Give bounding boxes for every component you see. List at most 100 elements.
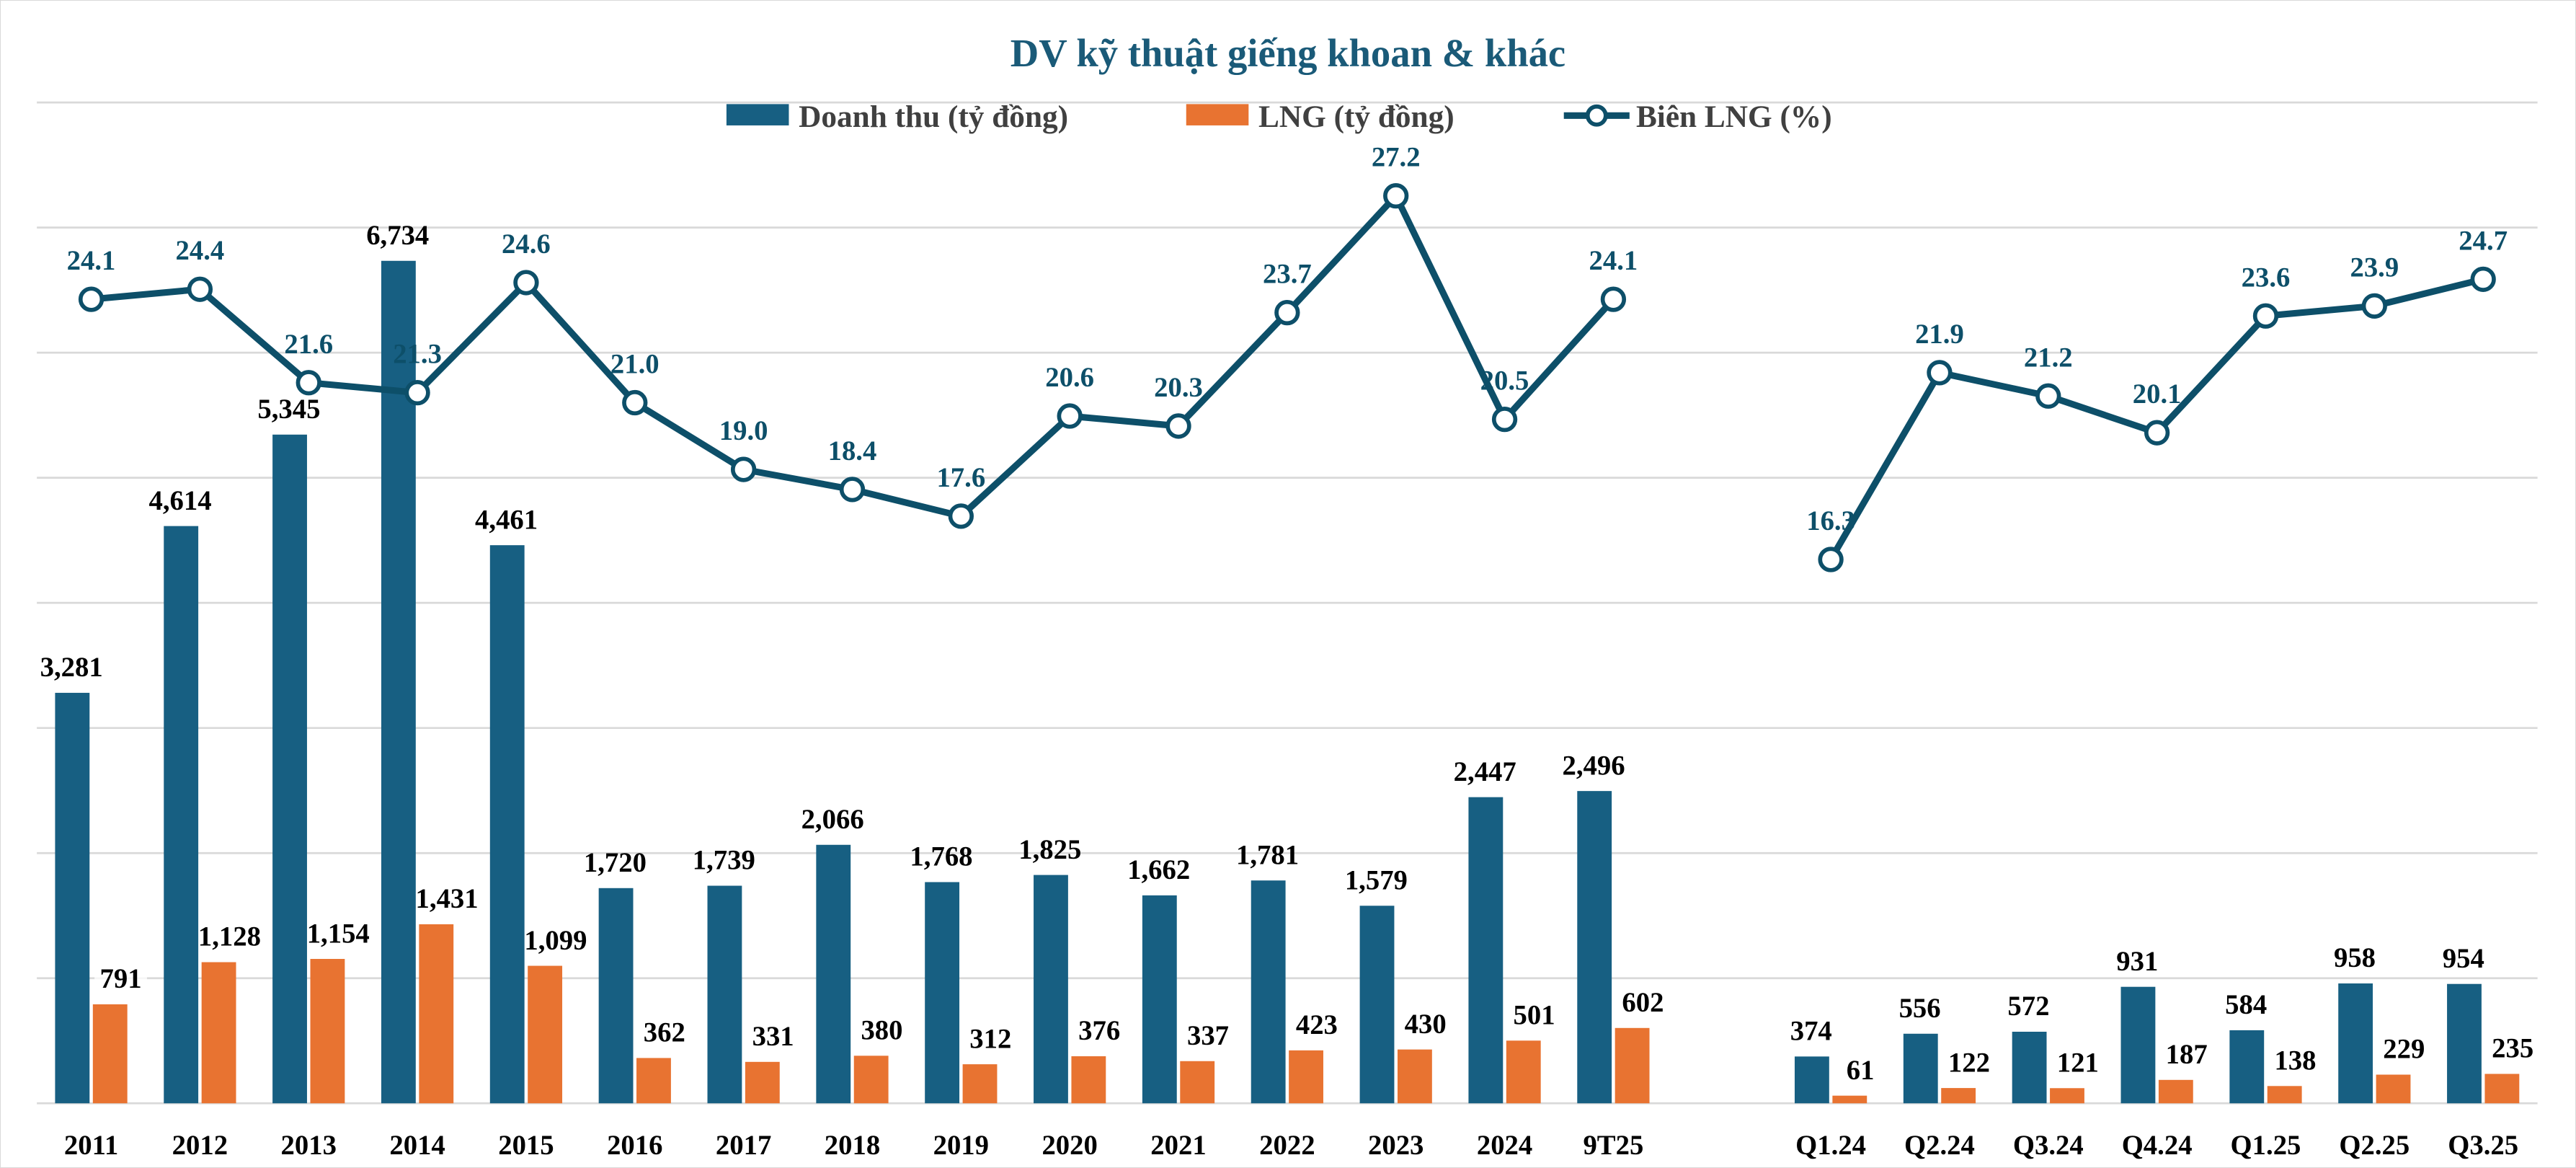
label-margin: 20.1 [2133, 379, 2182, 410]
label-lng: 121 [2057, 1048, 2099, 1079]
label-revenue: 5,345 [257, 394, 320, 425]
bar-revenue [2012, 1031, 2047, 1104]
x-tick-label: Q2.25 [2339, 1131, 2410, 1161]
label-margin: 23.9 [2350, 252, 2399, 283]
bar-lng [310, 959, 345, 1104]
label-bg [420, 881, 474, 915]
label-bg [856, 1013, 908, 1046]
margin-marker [187, 276, 213, 302]
bar-lng [2050, 1088, 2084, 1104]
label-lng: 1,154 [307, 919, 370, 949]
label-bg [2269, 1043, 2322, 1076]
label-margin: 17.6 [936, 463, 985, 493]
label-revenue: 1,825 [1018, 835, 1081, 865]
label-lng: 430 [1405, 1009, 1447, 1040]
label-margin: 18.4 [828, 436, 877, 466]
gridlines [37, 101, 2538, 1105]
label-lng: 229 [2383, 1035, 2425, 1065]
label-revenue: 3,281 [40, 652, 103, 683]
label-lng: 235 [2492, 1034, 2533, 1064]
x-tick-label: Q2.24 [1904, 1131, 1975, 1161]
label-bg [1290, 1007, 1343, 1041]
x-tick-label: 2020 [1041, 1131, 1097, 1161]
bar-lng [528, 965, 563, 1104]
label-lng: 380 [861, 1016, 902, 1046]
label-revenue: 374 [1790, 1017, 1832, 1047]
label-bg [747, 1019, 800, 1053]
margin-marker [2144, 420, 2170, 446]
label-revenue: 556 [1899, 994, 1941, 1024]
label-lng: 1,431 [416, 884, 479, 914]
label-margin: 24.1 [67, 246, 116, 276]
label-revenue: 572 [2007, 991, 2049, 1022]
legend-label-2: Biên LNG (%) [1636, 99, 1832, 134]
label-revenue: 1,781 [1236, 840, 1299, 870]
bar-revenue [707, 885, 742, 1104]
x-tick-label: Q3.25 [2448, 1131, 2518, 1161]
x-tick-label: 2016 [607, 1131, 662, 1161]
x-tick-label: Q3.24 [2013, 1131, 2084, 1161]
bar-lng [1397, 1049, 1432, 1104]
bar-lng [2267, 1086, 2302, 1104]
label-bg [1942, 1045, 1996, 1079]
label-bg [203, 919, 256, 952]
label-margin: 19.0 [719, 416, 768, 446]
x-tick-label: 2018 [825, 1131, 880, 1161]
x-tick-label: 2021 [1150, 1131, 1206, 1161]
margin-marker [296, 370, 321, 396]
bar-revenue [1794, 1056, 1829, 1104]
chart-title: DV kỹ thuật giếng khoan & khác [1011, 31, 1565, 75]
label-revenue: 4,461 [475, 505, 538, 535]
legend-marker-icon [1585, 104, 1608, 127]
label-margin: 21.2 [2024, 342, 2073, 373]
legend: Doanh thu (tỷ đồng) LNG (tỷ đồng) Biên LNG… [726, 99, 1832, 134]
margin-marker [1927, 360, 1953, 386]
margin-marker [1600, 286, 1627, 312]
margin-marker [1057, 403, 1083, 429]
bar-revenue [2229, 1030, 2265, 1104]
label-margin: 24.4 [176, 236, 225, 266]
label-bg [2377, 1032, 2430, 1065]
x-tick-label: 2014 [389, 1131, 445, 1161]
margin-marker [2361, 293, 2387, 319]
label-margin: 16.3 [1806, 506, 1855, 536]
label-lng: 423 [1296, 1010, 1338, 1040]
label-margin: 27.2 [1372, 143, 1421, 173]
x-tick-label: 2017 [716, 1131, 771, 1161]
margin-marker [404, 380, 430, 406]
bar-lng [1941, 1088, 1976, 1104]
x-tick-label: Q1.24 [1795, 1131, 1866, 1161]
bar-revenue [164, 526, 199, 1104]
label-bg [638, 1015, 691, 1048]
bar-revenue [598, 888, 634, 1104]
label-margin: 20.3 [1154, 373, 1203, 403]
label-margin: 24.6 [502, 229, 551, 260]
bar-revenue [1468, 797, 1504, 1104]
x-axis: 2011 2012 2013 2014 2015 2016 2017 2018 2019 2020… [64, 1131, 2518, 1161]
label-lng: 1,099 [524, 926, 587, 956]
bar-revenue [925, 882, 960, 1104]
label-lng: 501 [1514, 1001, 1555, 1031]
label-bg [1399, 1006, 1452, 1040]
bar-lng [962, 1064, 998, 1104]
label-revenue: 1,768 [910, 842, 972, 872]
label-margin: 24.1 [1589, 246, 1638, 276]
label-lng: 376 [1078, 1016, 1120, 1046]
legend-label-0: Doanh thu (tỷ đồng) [799, 99, 1068, 134]
label-lng: 122 [1948, 1048, 1990, 1078]
bar-lng [636, 1058, 671, 1104]
label-revenue: 2,447 [1454, 757, 1516, 787]
label-revenue: 954 [2443, 944, 2484, 974]
label-lng: 187 [2166, 1040, 2208, 1070]
bar-lng [201, 962, 236, 1104]
x-tick-label: 2022 [1259, 1131, 1315, 1161]
bar-revenue [55, 692, 90, 1104]
bar-revenue [1251, 880, 1286, 1104]
margin-marker [839, 477, 866, 503]
bar-revenue [1577, 791, 1612, 1104]
bar-revenue [1903, 1033, 1938, 1104]
label-bg [311, 916, 365, 950]
label-revenue: 1,720 [584, 848, 647, 878]
label-revenue: 1,579 [1345, 866, 1408, 896]
label-revenue: 4,614 [149, 486, 212, 516]
